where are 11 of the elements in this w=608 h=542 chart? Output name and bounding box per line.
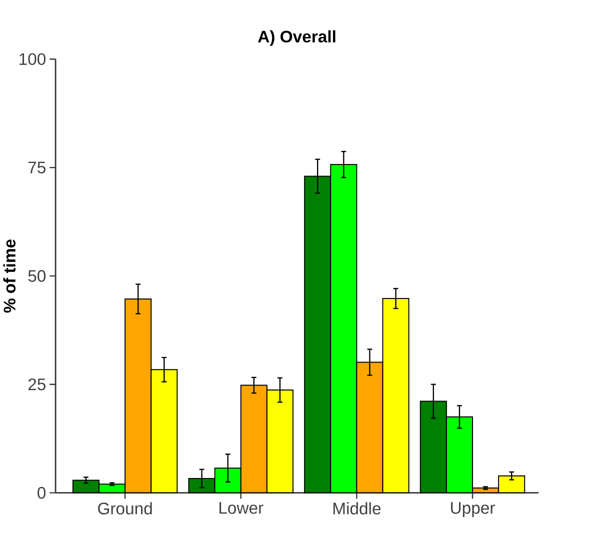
y-tick-label: 75 (28, 162, 46, 174)
y-tick-label: 50 (28, 270, 46, 282)
chart-title: A) Overall (258, 30, 336, 46)
x-tick-label: Upper (451, 502, 495, 518)
y-tick-label: 100 (20, 53, 46, 66)
x-tick-label: Middle (333, 502, 381, 514)
y-tick-label: 25 (28, 378, 46, 390)
x-tick-label: Lower (220, 502, 264, 514)
y-axis-title: % of time (3, 239, 16, 313)
y-tick-label: 0 (38, 486, 46, 499)
x-tick-label: Ground (98, 502, 152, 514)
